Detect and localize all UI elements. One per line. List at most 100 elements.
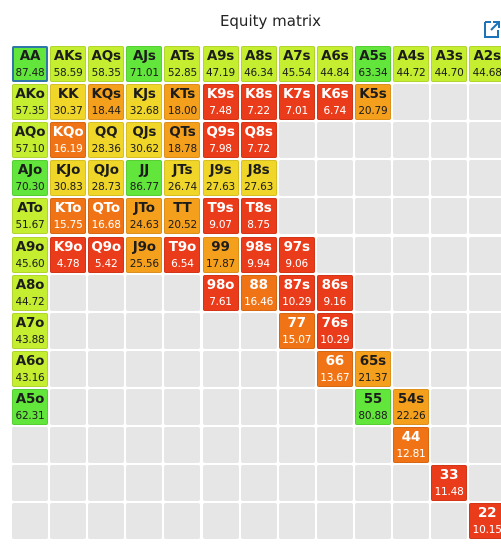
matrix-cell-empty[interactable] [278,503,315,540]
matrix-cell-empty[interactable] [50,388,87,425]
matrix-cell-empty[interactable] [316,465,353,502]
matrix-cell-empty[interactable] [50,350,87,387]
matrix-cell-kto[interactable]: KTo 15.75 [50,198,87,235]
matrix-cell-empty[interactable] [12,465,48,502]
matrix-cell-k6s[interactable]: K6s 6.74 [316,84,353,121]
matrix-cell-empty[interactable] [431,84,468,121]
matrix-cell-kqs[interactable]: KQs 18.44 [88,84,125,121]
matrix-cell-a4s[interactable]: A4s 44.72 [393,46,429,82]
matrix-cell-empty[interactable] [50,503,87,540]
matrix-cell-k5s[interactable]: K5s 20.79 [354,84,391,121]
matrix-cell-empty[interactable] [393,503,429,540]
matrix-cell-empty[interactable] [88,503,125,540]
matrix-cell-empty[interactable] [316,198,353,235]
matrix-cell-q9s[interactable]: Q9s 7.98 [202,122,239,159]
matrix-cell-t9s[interactable]: T9s 9.07 [202,198,239,235]
matrix-cell-ato[interactable]: ATo 51.67 [12,198,48,235]
matrix-cell-j9s[interactable]: J9s 27.63 [202,160,239,197]
matrix-cell-empty[interactable] [431,427,468,463]
matrix-cell-empty[interactable] [202,503,239,540]
matrix-cell-77[interactable]: 77 15.07 [278,312,315,349]
matrix-cell-empty[interactable] [354,274,391,311]
matrix-cell-qjs[interactable]: QJs 30.62 [126,122,163,159]
matrix-cell-98o[interactable]: 98o 7.61 [202,274,239,311]
matrix-cell-empty[interactable] [316,427,353,463]
matrix-cell-k8s[interactable]: K8s 7.22 [240,84,277,121]
matrix-cell-qts[interactable]: QTs 18.78 [164,122,201,159]
matrix-cell-empty[interactable] [469,350,501,387]
matrix-cell-empty[interactable] [431,503,468,540]
matrix-cell-kk[interactable]: KK 30.37 [50,84,87,121]
matrix-cell-76s[interactable]: 76s 10.29 [316,312,353,349]
matrix-cell-99[interactable]: 99 17.87 [202,236,239,273]
matrix-cell-empty[interactable] [164,350,201,387]
matrix-cell-empty[interactable] [469,160,501,197]
matrix-cell-empty[interactable] [393,160,429,197]
matrix-cell-empty[interactable] [126,388,163,425]
matrix-cell-a8o[interactable]: A8o 44.72 [12,274,48,311]
matrix-cell-kqo[interactable]: KQo 16.19 [50,122,87,159]
matrix-cell-empty[interactable] [164,274,201,311]
matrix-cell-empty[interactable] [354,160,391,197]
matrix-cell-a6o[interactable]: A6o 43.16 [12,350,48,387]
matrix-cell-empty[interactable] [240,312,277,349]
matrix-cell-a6s[interactable]: A6s 44.84 [316,46,353,82]
matrix-cell-aks[interactable]: AKs 58.59 [50,46,87,82]
matrix-cell-empty[interactable] [88,388,125,425]
matrix-cell-empty[interactable] [50,274,87,311]
matrix-cell-k9s[interactable]: K9s 7.48 [202,84,239,121]
matrix-cell-aqo[interactable]: AQo 57.10 [12,122,48,159]
matrix-cell-jj[interactable]: JJ 86.77 [126,160,163,197]
matrix-cell-empty[interactable] [316,388,353,425]
matrix-cell-a8s[interactable]: A8s 46.34 [240,46,277,82]
matrix-cell-empty[interactable] [431,122,468,159]
matrix-cell-empty[interactable] [50,465,87,502]
matrix-cell-54s[interactable]: 54s 22.26 [393,388,429,425]
matrix-cell-aa[interactable]: AA 87.48 [12,46,48,82]
matrix-cell-empty[interactable] [469,122,501,159]
matrix-cell-66[interactable]: 66 13.67 [316,350,353,387]
matrix-cell-empty[interactable] [469,427,501,463]
matrix-cell-empty[interactable] [240,465,277,502]
matrix-cell-a2s[interactable]: A2s 44.68 [469,46,501,82]
matrix-cell-ajo[interactable]: AJo 70.30 [12,160,48,197]
matrix-cell-a5o[interactable]: A5o 62.31 [12,388,48,425]
matrix-cell-65s[interactable]: 65s 21.37 [354,350,391,387]
matrix-cell-empty[interactable] [278,350,315,387]
matrix-cell-a3s[interactable]: A3s 44.70 [431,46,468,82]
matrix-cell-97s[interactable]: 97s 9.06 [278,236,315,273]
matrix-cell-empty[interactable] [164,427,201,463]
matrix-cell-33[interactable]: 33 11.48 [431,465,468,502]
matrix-cell-empty[interactable] [88,427,125,463]
matrix-cell-empty[interactable] [164,465,201,502]
matrix-cell-qjo[interactable]: QJo 28.73 [88,160,125,197]
external-link-icon[interactable] [482,18,501,40]
matrix-cell-t9o[interactable]: T9o 6.54 [164,236,201,273]
matrix-cell-empty[interactable] [202,427,239,463]
matrix-cell-k7s[interactable]: K7s 7.01 [278,84,315,121]
matrix-cell-empty[interactable] [354,312,391,349]
matrix-cell-empty[interactable] [354,465,391,502]
matrix-cell-empty[interactable] [240,427,277,463]
matrix-cell-empty[interactable] [278,465,315,502]
matrix-cell-a7s[interactable]: A7s 45.54 [278,46,315,82]
matrix-cell-empty[interactable] [393,465,429,502]
matrix-cell-empty[interactable] [431,198,468,235]
matrix-cell-empty[interactable] [126,427,163,463]
matrix-cell-aqs[interactable]: AQs 58.35 [88,46,125,82]
matrix-cell-empty[interactable] [316,160,353,197]
matrix-cell-empty[interactable] [278,198,315,235]
matrix-cell-empty[interactable] [316,503,353,540]
matrix-cell-empty[interactable] [240,350,277,387]
matrix-cell-kts[interactable]: KTs 18.00 [164,84,201,121]
matrix-cell-a9s[interactable]: A9s 47.19 [202,46,239,82]
matrix-cell-empty[interactable] [164,503,201,540]
matrix-cell-empty[interactable] [202,350,239,387]
matrix-cell-empty[interactable] [393,198,429,235]
matrix-cell-empty[interactable] [278,427,315,463]
matrix-cell-empty[interactable] [354,427,391,463]
matrix-cell-empty[interactable] [431,274,468,311]
matrix-cell-55[interactable]: 55 80.88 [354,388,391,425]
matrix-cell-q9o[interactable]: Q9o 5.42 [88,236,125,273]
matrix-cell-empty[interactable] [431,312,468,349]
